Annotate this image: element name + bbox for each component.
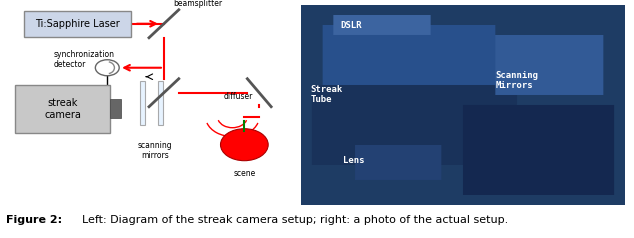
Circle shape — [221, 129, 268, 161]
FancyBboxPatch shape — [140, 81, 145, 125]
FancyBboxPatch shape — [24, 11, 131, 37]
Text: scene: scene — [233, 169, 256, 178]
Text: scanning
mirrors: scanning mirrors — [138, 141, 172, 160]
Text: Scanning
Mirrors: Scanning Mirrors — [495, 71, 538, 90]
Text: DSLR: DSLR — [340, 21, 361, 30]
Text: streak
camera: streak camera — [44, 98, 81, 119]
Text: synchronization
detector: synchronization detector — [54, 50, 115, 69]
Circle shape — [95, 60, 119, 76]
FancyBboxPatch shape — [158, 81, 164, 125]
Text: Streak
Tube: Streak Tube — [311, 85, 343, 104]
Text: Ti:Sapphire Laser: Ti:Sapphire Laser — [35, 19, 120, 29]
Text: beamsplitter: beamsplitter — [173, 0, 222, 8]
Text: Lens: Lens — [343, 156, 365, 165]
FancyBboxPatch shape — [15, 85, 110, 133]
Text: diffuser: diffuser — [224, 92, 253, 101]
Text: Left: Diagram of the streak camera setup; right: a photo of the actual setup.: Left: Diagram of the streak camera setup… — [82, 215, 508, 225]
Text: Figure 2:: Figure 2: — [6, 215, 63, 225]
FancyBboxPatch shape — [110, 99, 120, 118]
